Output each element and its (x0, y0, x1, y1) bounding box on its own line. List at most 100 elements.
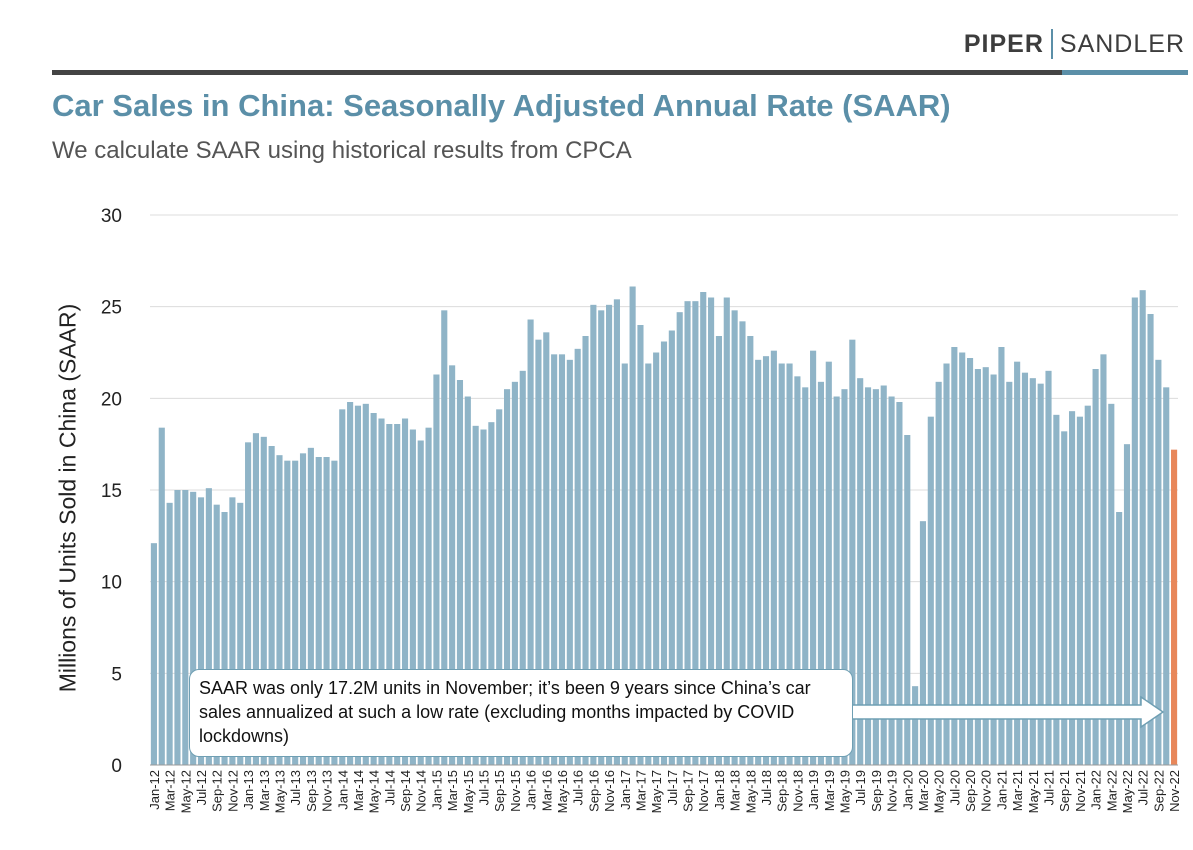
bar (260, 436, 267, 765)
bar (205, 488, 212, 765)
y-tick-label: 30 (101, 206, 122, 227)
bar (817, 381, 825, 765)
x-tick-label: Jul-16 (571, 770, 586, 805)
y-tick-label: 25 (101, 298, 122, 319)
bar (190, 491, 197, 765)
x-tick-label: May-17 (649, 770, 664, 813)
bar (150, 543, 157, 765)
page-subtitle: We calculate SAAR using historical resul… (52, 137, 632, 164)
logo-separator (1050, 29, 1053, 59)
bar (354, 405, 362, 765)
callout-arrow (851, 695, 1165, 729)
bar (1061, 431, 1068, 765)
bar (1021, 372, 1029, 765)
y-axis-label: Millions of Units Sold in China (SAAR) (54, 303, 81, 693)
bar (527, 319, 534, 765)
bar (974, 369, 981, 765)
bar (888, 396, 895, 765)
bar (182, 490, 189, 765)
bar (864, 387, 872, 765)
y-tick-label: 20 (101, 389, 122, 410)
bar (221, 512, 228, 765)
x-tick-label: Mar-21 (1010, 770, 1025, 811)
x-tick-label: Sep-16 (586, 770, 601, 812)
x-tick-label: Sep-18 (775, 770, 790, 812)
x-tick-label: May-13 (272, 770, 287, 813)
bar (660, 341, 668, 765)
y-tick-label: 0 (111, 756, 122, 777)
bar (676, 312, 683, 765)
bar (966, 358, 974, 765)
x-tick-label: Jan-13 (241, 770, 256, 810)
bar (197, 497, 205, 765)
bar (998, 347, 1005, 765)
bar (331, 460, 338, 765)
bar (229, 497, 236, 765)
bar (872, 389, 879, 765)
y-tick-label: 15 (101, 481, 122, 502)
bar (810, 350, 817, 765)
bar (582, 336, 589, 765)
x-tick-label: Sep-15 (492, 770, 507, 812)
header-rule-accent (1062, 70, 1188, 75)
x-tick-label: Jan-14 (335, 770, 350, 810)
annotation-callout: SAAR was only 17.2M units in November; i… (189, 669, 853, 757)
bar (574, 348, 581, 765)
x-tick-label: Nov-13 (320, 770, 335, 812)
y-tick-label: 10 (101, 573, 122, 594)
bar (1029, 378, 1036, 765)
x-tick-label: Mar-13 (257, 770, 272, 811)
bar (896, 402, 903, 765)
x-tick-label: Jul-12 (194, 770, 209, 805)
bar (715, 336, 722, 765)
bar (480, 429, 487, 765)
x-tick-label: Jan-19 (806, 770, 821, 810)
bar (731, 310, 738, 765)
bar (409, 429, 416, 765)
x-tick-label: Jul-20 (947, 770, 962, 805)
bar (464, 396, 471, 765)
x-tick-label: Jul-22 (1136, 770, 1151, 805)
bar (1069, 411, 1076, 765)
bar (551, 354, 558, 765)
bar (1108, 403, 1115, 765)
logo-part-1: PIPER (963, 29, 1044, 58)
x-tick-label: May-16 (555, 770, 570, 813)
x-tick-label: Jul-19 (853, 770, 868, 805)
bar (590, 304, 597, 765)
bar (1123, 444, 1131, 765)
bar (606, 304, 613, 765)
bar (417, 440, 424, 765)
bar (1155, 359, 1162, 765)
x-tick-label: May-18 (743, 770, 758, 813)
x-tick-label: Sep-20 (963, 770, 978, 812)
x-tick-label: Nov-21 (1073, 770, 1088, 812)
x-tick-label: May-14 (367, 770, 382, 813)
bar (1116, 512, 1123, 765)
bar (441, 310, 448, 765)
bar (684, 301, 691, 765)
bar (245, 442, 252, 765)
bar (1139, 290, 1146, 765)
x-tick-label: Nov-12 (225, 770, 240, 812)
bar (213, 504, 220, 765)
bar (425, 427, 432, 765)
bar (1053, 414, 1060, 765)
bar (637, 325, 644, 765)
bar (825, 361, 832, 765)
bar (339, 409, 346, 765)
bar (323, 457, 330, 765)
x-tick-label: Nov-20 (979, 770, 994, 812)
bar (645, 363, 652, 765)
x-tick-label: May-21 (1026, 770, 1041, 813)
bar (794, 376, 801, 765)
bar (347, 402, 354, 765)
bar (880, 385, 887, 765)
x-tick-label: Mar-15 (445, 770, 460, 811)
x-tick-label: Mar-18 (728, 770, 743, 811)
bar-highlight (1171, 449, 1178, 765)
x-tick-label: Mar-12 (163, 770, 178, 811)
x-tick-label: Sep-21 (1057, 770, 1072, 812)
bar (1100, 354, 1107, 765)
